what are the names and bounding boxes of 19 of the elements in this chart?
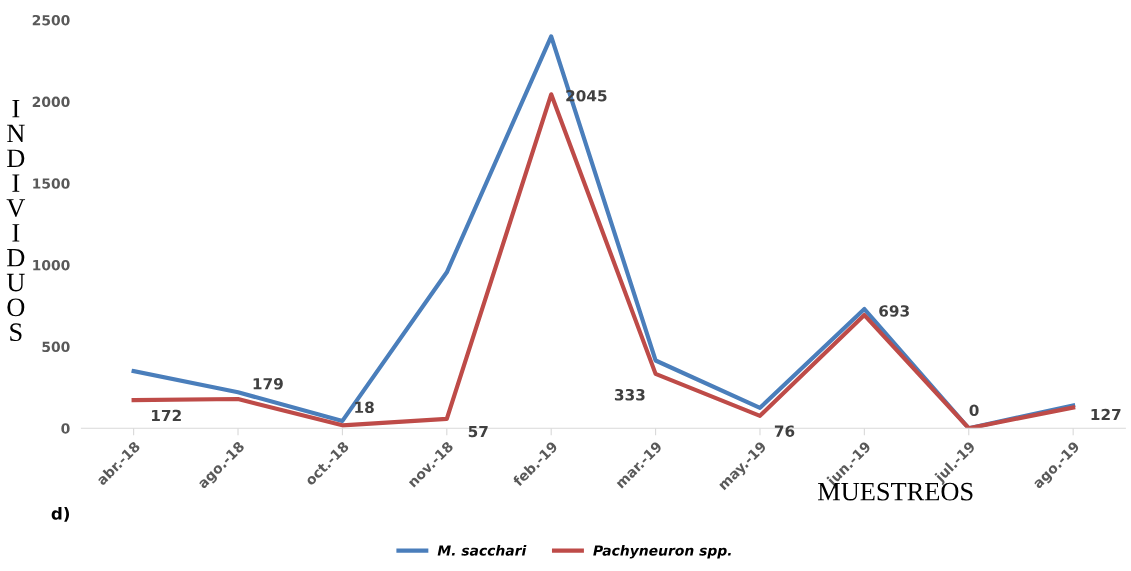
data-label: 57 (468, 425, 488, 438)
data-label: 333 (614, 388, 645, 401)
y-tick-label: 0 (61, 423, 70, 434)
y-tick-label: 1500 (33, 178, 70, 189)
text: d) (51, 506, 70, 522)
data-label: 693 (879, 305, 909, 317)
data-label: 172 (152, 409, 181, 422)
data-label: 76 (774, 425, 795, 437)
y-tick-label: 500 (42, 341, 70, 353)
y-tick-label: 1000 (33, 259, 70, 271)
data-label: 179 (253, 378, 283, 390)
legend-label: M. sacchari (437, 544, 527, 556)
legend-label: Pachyneuron spp. (593, 544, 731, 559)
text: INDIVIDUOS (6, 99, 26, 342)
y-tick-label: 2500 (32, 14, 70, 26)
data-label: 18 (355, 401, 374, 414)
y-tick-label: 2000 (32, 96, 70, 108)
data-label: 0 (969, 404, 979, 417)
data-label: 127 (1091, 408, 1121, 421)
